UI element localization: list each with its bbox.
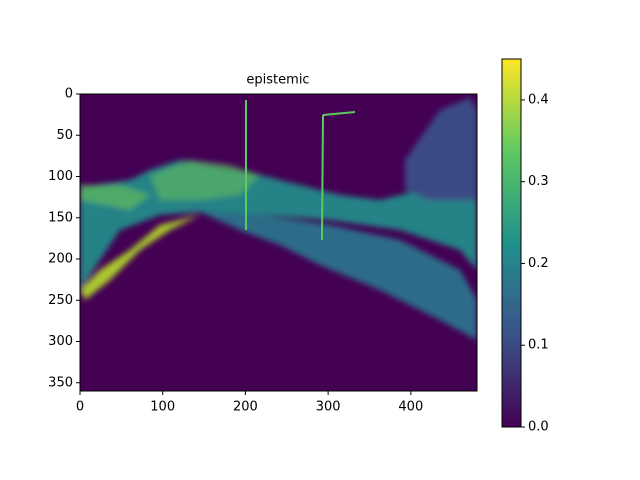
y-tick-label: 300: [48, 334, 73, 349]
y-tick-label: 250: [48, 293, 73, 308]
colorbar-tick-label: 0.2: [528, 256, 549, 271]
y-tick-label: 100: [48, 169, 73, 184]
y-tick-label: 0: [65, 87, 73, 102]
x-tick-label: 0: [76, 400, 84, 415]
heatmap-image: [80, 94, 477, 391]
colorbar-tick-label: 0.4: [528, 92, 549, 107]
axes-frame: [79, 93, 478, 392]
colorbar-tick-label: 0.3: [528, 174, 549, 189]
x-tick-label: 300: [316, 400, 341, 415]
x-tick-label: 400: [398, 400, 423, 415]
y-tick-label: 350: [48, 375, 73, 390]
y-tick-label: 50: [56, 128, 73, 143]
colorbar-tick-label: 0.1: [528, 338, 549, 353]
y-tick-label: 200: [48, 252, 73, 267]
colorbar-tick-label: 0.0: [528, 420, 549, 435]
y-tick-label: 150: [48, 210, 73, 225]
x-tick-label: 100: [150, 400, 175, 415]
x-tick-label: 200: [233, 400, 258, 415]
chart-title: epistemic: [246, 73, 309, 88]
colorbar: [501, 58, 522, 428]
